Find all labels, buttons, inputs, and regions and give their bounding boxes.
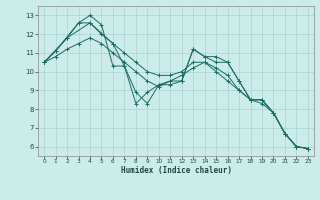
- X-axis label: Humidex (Indice chaleur): Humidex (Indice chaleur): [121, 166, 231, 175]
